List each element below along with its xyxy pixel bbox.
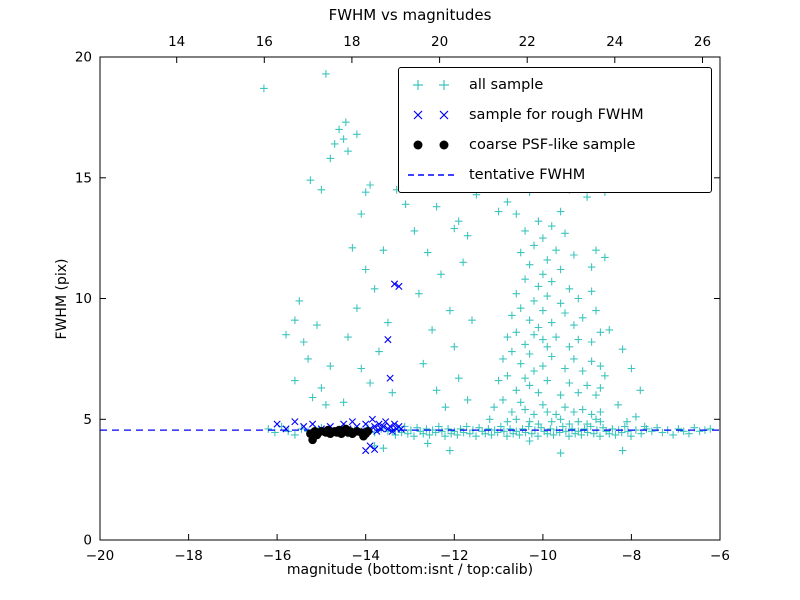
x-top-tick-label: 14 [168,34,185,50]
plus-marker-icon [413,80,449,90]
legend-label-coarse-psf-like-sample: coarse PSF-like sample [469,137,636,153]
x-bottom-tick-label: −20 [86,548,115,564]
x-bottom-tick-label: −8 [621,548,641,564]
legend-entry-sample-for-rough-fwhm: sample for rough FWHM [399,100,711,130]
y-tick-label: 5 [83,412,92,428]
x-top-tick-label: 26 [694,34,711,50]
chart-title: FWHM vs magnitudes [328,6,492,24]
legend-entry-coarse-psf-like-sample: coarse PSF-like sample [399,130,711,160]
legend-entry-tentative-fwhm: tentative FWHM [399,160,711,190]
x-top-tick-label: 16 [256,34,273,50]
series-dot [306,424,373,445]
x-bottom-tick-label: −18 [174,548,203,564]
x-bottom-tick-label: −14 [351,548,380,564]
x-top-tick-label: 22 [519,34,536,50]
x-top-tick-label: 18 [343,34,360,50]
x-top-tick-label: 24 [606,34,623,50]
x-axis-label: magnitude (bottom:isnt / top:calib) [286,562,534,578]
x-bottom-tick-label: −10 [529,548,558,564]
x-marker-icon [413,110,449,120]
dot-marker-icon [413,140,449,150]
x-top-tick-label: 20 [431,34,448,50]
y-axis-label: FWHM (pix) [54,258,70,340]
x-bottom-tick-label: −6 [710,548,730,564]
y-tick-label: 10 [75,291,92,307]
legend-entry-all-sample: all sample [399,70,711,100]
legend: all sample sample for rough FWHM coarse PS… [398,67,712,193]
y-tick-label: 0 [83,533,92,549]
y-tick-label: 20 [75,50,92,66]
y-tick-label: 15 [75,170,92,186]
legend-label-sample-for-rough-fwhm: sample for rough FWHM [469,107,644,123]
dashed-line-marker-icon [408,174,454,176]
x-bottom-tick-label: −16 [263,548,292,564]
x-bottom-tick-label: −12 [440,548,469,564]
legend-label-all-sample: all sample [469,77,544,93]
legend-label-tentative-fwhm: tentative FWHM [469,167,586,183]
